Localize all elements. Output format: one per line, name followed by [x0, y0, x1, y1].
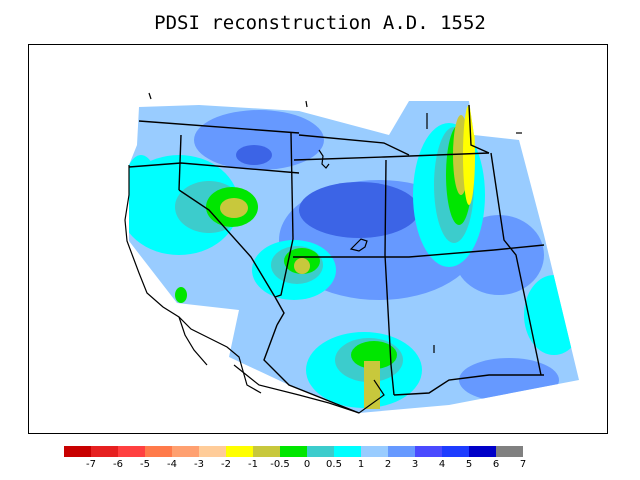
border-wa-or-north: [138, 120, 300, 134]
near-normal-east-edge: [524, 275, 579, 355]
legend-tick-label: 5: [465, 459, 473, 470]
gulf-of-california-coast: [233, 364, 385, 414]
legend-swatch: [91, 446, 118, 457]
legend-color-bar: [64, 446, 577, 457]
legend-swatch: [253, 446, 280, 457]
legend-swatch: [388, 446, 415, 457]
legend-swatch: [280, 446, 307, 457]
coastlines: [124, 92, 522, 414]
legend-tick-label: 4: [438, 459, 446, 470]
border-az-mexico: [263, 324, 360, 414]
legend-tick-label: -5: [140, 459, 150, 470]
legend-tick-label: 1: [357, 459, 365, 470]
border-az-ca: [274, 296, 285, 326]
map-frame: [28, 44, 608, 434]
state-borders: [128, 104, 545, 414]
legend-tick-label: 3: [411, 459, 419, 470]
legend-tick-label: 2: [384, 459, 392, 470]
border-co-nm: [384, 159, 395, 396]
legend-swatch: [118, 446, 145, 457]
legend-swatch: [172, 446, 199, 457]
border-wy-north: [298, 134, 410, 156]
wet-zone-southeast: [459, 358, 559, 402]
legend-swatch: [415, 446, 442, 457]
legend-swatch: [334, 446, 361, 457]
legend-tick-label: -6: [113, 459, 123, 470]
border-nv-ut: [274, 238, 294, 298]
border-wy-ne: [468, 104, 490, 154]
color-legend: -7 -6 -5 -4 -3 -2 -1 -0.5 0 0.5 1 2 3 4 5 6 7: [64, 446, 624, 473]
border-nm-tx: [490, 152, 542, 376]
lake-north-central: [305, 100, 308, 108]
lake-north-utah: [318, 149, 330, 169]
legend-swatch: [496, 446, 523, 457]
legend-swatch: [442, 446, 469, 457]
legend-tick-label: 0.5: [326, 459, 342, 470]
border-or-ca: [128, 162, 300, 174]
very-wet-zone-central: [299, 182, 419, 238]
border-id-wy: [290, 132, 294, 240]
legend-tick-label: -7: [86, 459, 96, 470]
legend-tick-label: -3: [194, 459, 204, 470]
border-ne-ks: [493, 244, 545, 251]
legend-swatch: [307, 446, 334, 457]
great-salt-lake: [349, 238, 368, 252]
legend-tick-label: 7: [519, 459, 527, 470]
slight-dry-west: [220, 198, 248, 218]
lake-yellowstone: [148, 92, 152, 100]
legend-swatch: [226, 446, 253, 457]
legend-tick-label: -4: [167, 459, 177, 470]
slight-dry-great-basin: [294, 258, 310, 274]
legend-swatch: [145, 446, 172, 457]
dry-northeast: [463, 105, 475, 205]
pdsi-map: [124, 92, 579, 414]
legend-tick-label: 6: [492, 459, 500, 470]
legend-swatch: [469, 446, 496, 457]
legend-swatch: [64, 446, 91, 457]
border-nv-ca: [178, 189, 276, 298]
map-title: PDSI reconstruction A.D. 1552: [154, 12, 486, 34]
border-co-north: [293, 152, 490, 161]
legend-tick-label: -1: [248, 459, 258, 470]
very-wet-zone-idaho: [236, 145, 272, 165]
legend-tick-label: -2: [221, 459, 231, 470]
baja-coast: [178, 316, 208, 366]
legend-tick-label: 0: [303, 459, 311, 470]
normal-southwest: [351, 341, 397, 369]
legend-tick-labels: -7 -6 -5 -4 -3 -2 -1 -0.5 0 0.5 1 2 3 4 5 6 7: [64, 459, 624, 473]
slight-dry-southwest: [364, 361, 380, 409]
pacific-coastline: [124, 165, 262, 394]
normal-west-edge: [175, 287, 187, 303]
border-ut-co: [293, 249, 495, 258]
legend-swatch: [199, 446, 226, 457]
border-nm-south: [393, 374, 544, 396]
near-normal-coast: [129, 155, 159, 235]
pdsi-field: [129, 101, 579, 413]
legend-tick-label: -0.5: [270, 459, 290, 470]
legend-swatch: [361, 446, 388, 457]
border-id-mt: [178, 134, 182, 191]
